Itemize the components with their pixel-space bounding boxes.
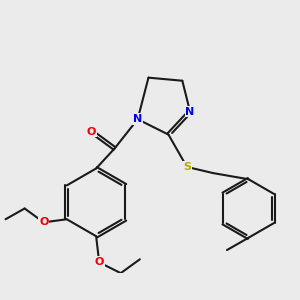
Text: N: N: [185, 106, 195, 116]
Text: O: O: [94, 257, 104, 267]
Text: N: N: [133, 114, 142, 124]
Text: S: S: [183, 162, 191, 172]
Text: O: O: [39, 217, 48, 227]
Text: O: O: [87, 127, 96, 136]
